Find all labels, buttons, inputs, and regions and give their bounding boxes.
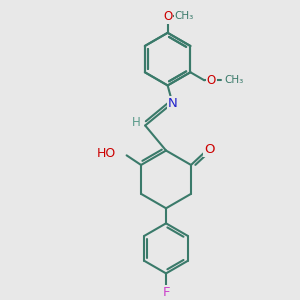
Text: O: O [204,143,214,156]
Text: O: O [207,74,216,87]
Text: N: N [168,97,177,110]
Text: HO: HO [97,147,116,160]
Text: F: F [162,286,170,299]
Text: O: O [163,10,172,22]
Text: H: H [132,116,141,129]
Text: CH₃: CH₃ [224,75,243,85]
Text: CH₃: CH₃ [175,11,194,21]
